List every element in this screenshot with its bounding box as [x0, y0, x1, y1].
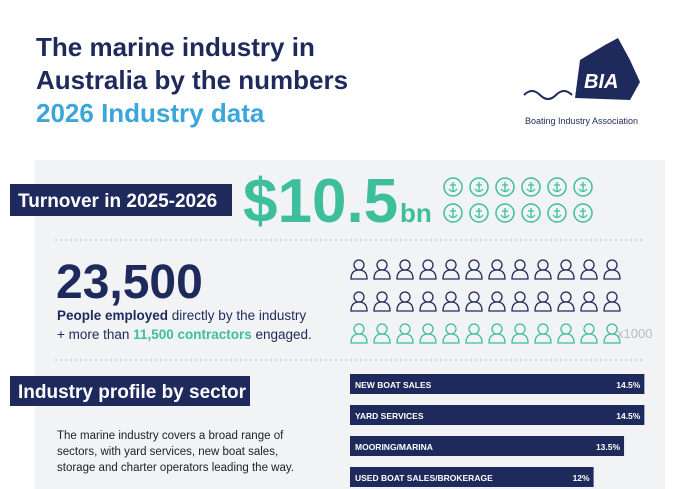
turnover-amount: $10.5 [243, 167, 398, 236]
anchor-icon [547, 177, 567, 197]
anchor-icon [474, 182, 484, 193]
anchor-icon [448, 182, 458, 193]
value-label: 13.5% [596, 442, 621, 452]
person-icon [350, 269, 368, 280]
person-icon [534, 269, 552, 280]
text: directly by the industry [168, 308, 306, 323]
anchor-icon [578, 182, 588, 193]
person-icon [465, 333, 483, 344]
person-icon [419, 333, 437, 344]
person-icon [557, 301, 575, 312]
bar [350, 436, 625, 456]
value-label: 12% [573, 473, 590, 483]
bar-label: MOORING/MARINA [355, 442, 433, 452]
anchor-icon [552, 182, 562, 193]
bar-label: YARD SERVICES [355, 411, 424, 421]
bar [350, 467, 594, 487]
anchor-icon [573, 203, 593, 223]
description: The marine industry covers a broad range… [57, 430, 284, 442]
person-icon [557, 269, 575, 280]
highlight: People employed [57, 308, 168, 323]
label-box [10, 376, 250, 406]
value-label: 14.5% [616, 411, 641, 421]
person-icon [580, 269, 598, 280]
person-icon [350, 333, 368, 344]
label-box [10, 184, 232, 216]
anchor-icon [474, 208, 484, 219]
person-icon [350, 301, 368, 312]
title: Australia by the numbers [36, 65, 348, 95]
person-icon [396, 269, 414, 280]
bar-label: NEW BOAT SALES [355, 380, 432, 390]
person-icon [603, 333, 621, 344]
person-icon [603, 301, 621, 312]
person-icon [488, 333, 506, 344]
anchor-icon [495, 203, 515, 223]
person-icon [442, 301, 460, 312]
person-icon [534, 333, 552, 344]
person-icon [488, 301, 506, 312]
person-icon [603, 269, 621, 280]
anchor-icon [500, 208, 510, 219]
anchor-icon [495, 177, 515, 197]
text: + more than [57, 327, 133, 342]
person-icon [396, 301, 414, 312]
anchor-icon [578, 208, 588, 219]
anchor-icon [443, 177, 463, 197]
anchor-icon [448, 208, 458, 219]
person-icon [580, 333, 598, 344]
person-icon [419, 269, 437, 280]
anchor-icon [552, 208, 562, 219]
logo-name: Boating Industry Association [525, 116, 638, 126]
text: engaged. [252, 327, 312, 342]
person-icon [373, 333, 391, 344]
bar [350, 374, 645, 394]
bar-label: USED BOAT SALES/BROKERAGE [355, 473, 493, 483]
subtitle: 2026 Industry data [36, 98, 265, 128]
anchor-icon [521, 203, 541, 223]
icons [350, 177, 621, 344]
sector-label: Industry profile by sector [18, 382, 247, 403]
employment-text: People employed directly by the industry [57, 308, 306, 323]
anchor-icon [443, 203, 463, 223]
anchor-icon [469, 203, 489, 223]
employment-number: 23,500 [56, 256, 203, 309]
person-icon [442, 333, 460, 344]
value-label: 14.5% [616, 380, 641, 390]
person-icon [419, 301, 437, 312]
anchor-icon [469, 177, 489, 197]
highlight: 11,500 contractors [133, 327, 252, 342]
turnover-unit: bn [400, 198, 432, 228]
person-icon [557, 333, 575, 344]
person-icon [534, 301, 552, 312]
person-icon [580, 301, 598, 312]
anchor-icon [547, 203, 567, 223]
anchor-icon [521, 177, 541, 197]
person-icon [465, 269, 483, 280]
anchor-icon [500, 182, 510, 193]
turnover-label: Turnover in 2025-2026 [18, 191, 217, 212]
icon-scale: x1000 [617, 326, 652, 341]
description: storage and charter operators leading th… [57, 462, 294, 474]
person-icon [373, 269, 391, 280]
logo-mark: BIA [584, 71, 618, 93]
person-icon [511, 269, 529, 280]
employment-text: + more than 11,500 contractors engaged. [57, 327, 312, 342]
person-icon [396, 333, 414, 344]
person-icon [465, 301, 483, 312]
description: sectors, with yard services, new boat sa… [57, 446, 278, 458]
logo: BIA Boating Industry Association [523, 38, 640, 126]
anchor-icon [526, 208, 536, 219]
bar [350, 405, 645, 425]
person-icon [511, 301, 529, 312]
person-icon [442, 269, 460, 280]
anchor-icon [526, 182, 536, 193]
person-icon [488, 269, 506, 280]
bar-chart: NEW BOAT SALES 14.5% YARD SERVICES 14.5% MOO… [350, 374, 645, 487]
title: The marine industry in [36, 32, 315, 62]
person-icon [373, 301, 391, 312]
anchor-icon [573, 177, 593, 197]
person-icon [511, 333, 529, 344]
